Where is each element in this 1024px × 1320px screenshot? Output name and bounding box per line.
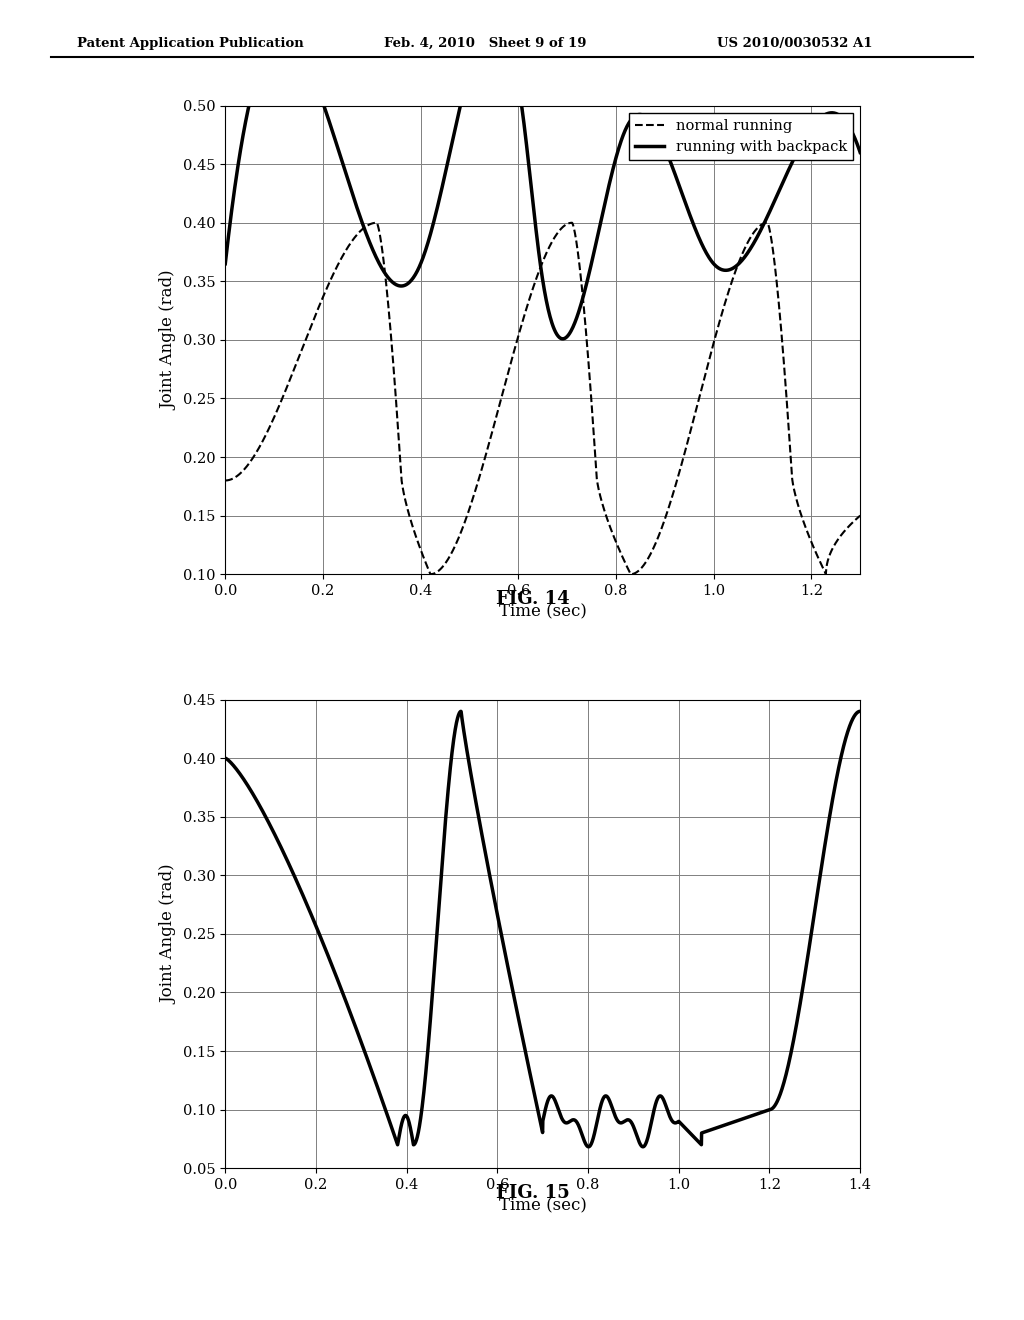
running with backpack [284, 30, 296, 46]
normal running [424, 566, 436, 582]
Legend: normal running, running with backpack: normal running, running with backpack [629, 114, 853, 160]
running with backpack [488, 8, 501, 24]
running with backpack [476, 22, 488, 38]
normal running [292, 352, 304, 368]
normal running [490, 408, 503, 424]
running with backpack [557, 331, 569, 347]
Text: Patent Application Publication: Patent Application Publication [77, 37, 303, 50]
X-axis label: Time (sec): Time (sec) [499, 603, 587, 620]
Text: FIG. 14: FIG. 14 [496, 590, 569, 609]
Text: Feb. 4, 2010   Sheet 9 of 19: Feb. 4, 2010 Sheet 9 of 19 [384, 37, 587, 50]
normal running [219, 473, 231, 488]
normal running [371, 215, 383, 231]
Text: US 2010/0030532 A1: US 2010/0030532 A1 [717, 37, 872, 50]
running with backpack [219, 256, 231, 272]
running with backpack [854, 145, 866, 161]
normal running [330, 261, 342, 277]
Y-axis label: Joint Angle (rad): Joint Angle (rad) [160, 865, 177, 1003]
normal running [773, 305, 785, 321]
normal running [463, 502, 475, 517]
normal running [854, 508, 866, 524]
running with backpack [716, 261, 728, 277]
Y-axis label: Joint Angle (rad): Joint Angle (rad) [160, 271, 177, 409]
running with backpack [500, 21, 512, 37]
X-axis label: Time (sec): Time (sec) [499, 1197, 587, 1214]
normal running [842, 519, 854, 535]
running with backpack [656, 135, 669, 150]
running with backpack [727, 260, 739, 276]
Line: running with backpack: running with backpack [225, 16, 860, 339]
Text: FIG. 15: FIG. 15 [496, 1184, 569, 1203]
Line: normal running: normal running [225, 223, 860, 574]
